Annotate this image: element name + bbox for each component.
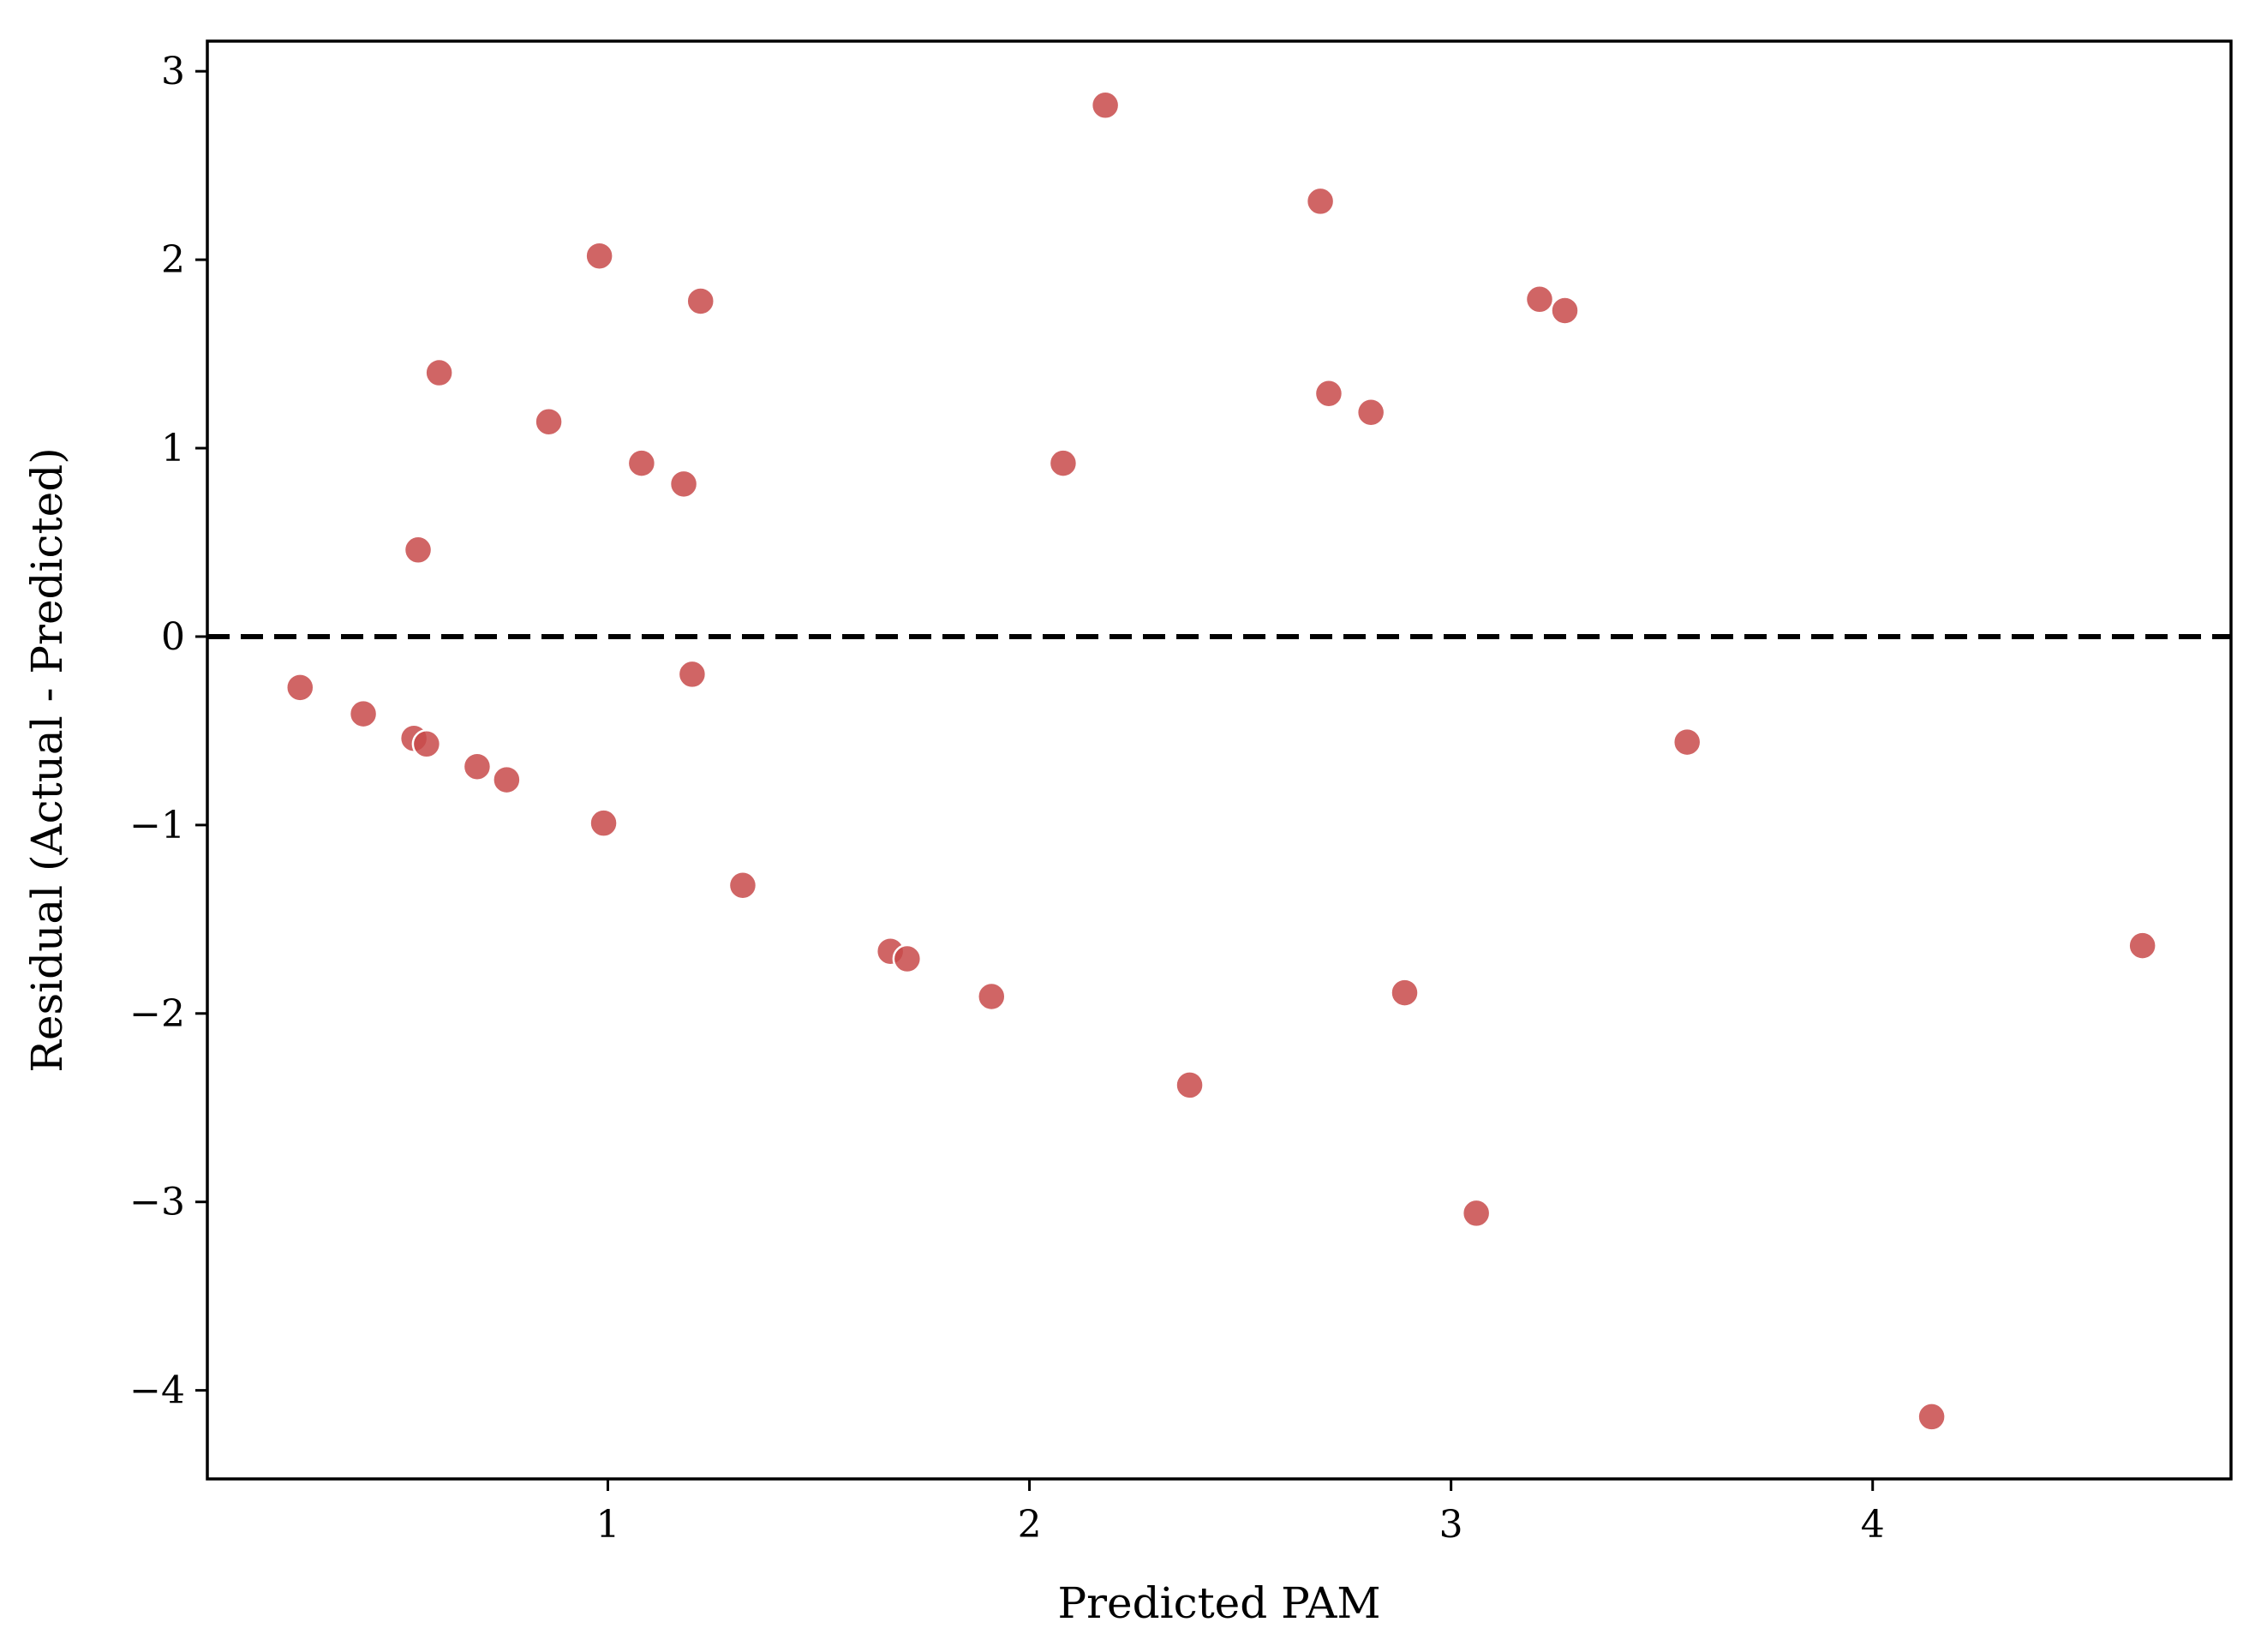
x-axis-label: Predicted PAM <box>1057 1578 1380 1628</box>
data-point-30 <box>1672 727 1702 757</box>
x-tick-label-2: 2 <box>1018 1503 1042 1547</box>
data-point-1 <box>285 673 315 703</box>
data-point-15 <box>685 286 715 316</box>
data-point-14 <box>677 659 708 690</box>
y-tick-label--4: −4 <box>129 1369 185 1413</box>
data-point-23 <box>1305 186 1336 217</box>
x-tick-label-1: 1 <box>595 1503 619 1547</box>
y-tick-label-2: 2 <box>161 238 185 282</box>
data-point-12 <box>626 448 657 478</box>
y-tick-label-0: 0 <box>161 615 185 659</box>
y-tick-label--3: −3 <box>129 1181 185 1224</box>
data-point-16 <box>727 870 758 901</box>
data-point-28 <box>1524 284 1555 314</box>
data-point-5 <box>411 729 442 759</box>
data-point-10 <box>584 241 614 271</box>
data-point-13 <box>668 469 699 500</box>
data-point-29 <box>1550 296 1580 326</box>
data-point-2 <box>348 698 379 729</box>
x-tick-label-3: 3 <box>1439 1503 1463 1547</box>
data-point-19 <box>977 981 1007 1012</box>
x-tick-label-4: 4 <box>1861 1503 1885 1547</box>
data-point-32 <box>2127 931 2157 961</box>
data-point-26 <box>1390 978 1420 1008</box>
data-point-27 <box>1461 1198 1492 1229</box>
data-point-21 <box>1090 90 1121 121</box>
y-tick-label--2: −2 <box>129 992 185 1036</box>
data-point-25 <box>1355 397 1386 428</box>
y-tick-label-3: 3 <box>161 50 185 93</box>
y-tick-label-1: 1 <box>161 427 185 470</box>
data-point-7 <box>462 751 493 781</box>
data-point-6 <box>424 357 454 388</box>
data-point-31 <box>1917 1402 1947 1432</box>
data-point-11 <box>589 808 619 838</box>
data-point-4 <box>403 535 434 566</box>
y-axis-label: Residual (Actual - Predicted) <box>22 447 72 1073</box>
data-point-22 <box>1175 1070 1205 1100</box>
data-point-8 <box>492 764 522 795</box>
data-point-18 <box>892 943 923 974</box>
data-point-20 <box>1048 448 1079 478</box>
data-point-9 <box>534 406 564 437</box>
plot-frame <box>206 39 2233 1481</box>
y-tick-label--1: −1 <box>129 804 185 847</box>
data-point-24 <box>1313 379 1344 409</box>
